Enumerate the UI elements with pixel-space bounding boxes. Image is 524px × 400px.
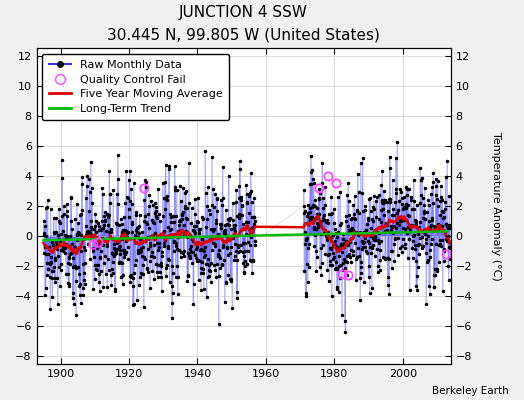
Title: JUNCTION 4 SSW
30.445 N, 99.805 W (United States): JUNCTION 4 SSW 30.445 N, 99.805 W (Unite…: [107, 6, 380, 43]
Legend: Raw Monthly Data, Quality Control Fail, Five Year Moving Average, Long-Term Tren: Raw Monthly Data, Quality Control Fail, …: [42, 54, 230, 120]
Text: Berkeley Earth: Berkeley Earth: [432, 386, 508, 396]
Y-axis label: Temperature Anomaly (°C): Temperature Anomaly (°C): [492, 132, 501, 280]
